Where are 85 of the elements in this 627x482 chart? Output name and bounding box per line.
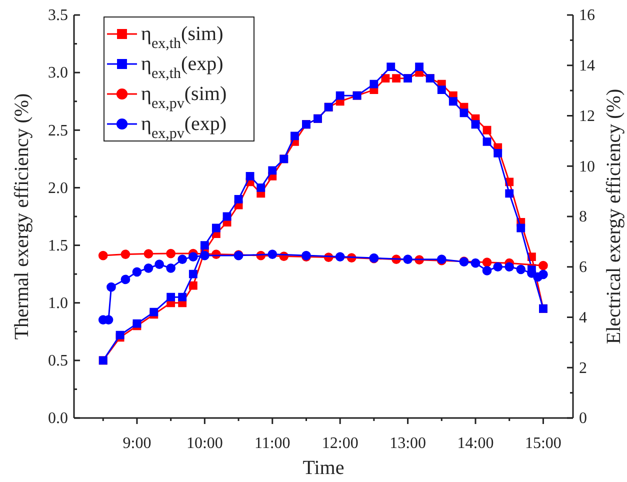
point [188,252,198,262]
y2-axis-title: Electrical exergy efficiency (%) [603,88,625,344]
point [482,258,492,268]
point [336,91,344,100]
point [386,62,396,72]
point [335,252,345,262]
legend-label: η$_{ex,th}$(exp) [141,53,224,82]
point [212,224,220,232]
point [482,266,492,276]
y2-tick-label: 6 [579,258,587,276]
y-axis-title: Thermal exergy efficiency (%) [11,93,33,340]
point [471,120,480,129]
legend-label: η$_{ex,pv}$(sim) [141,83,227,112]
point [120,274,130,284]
point [166,292,176,302]
point [222,212,232,221]
point [470,258,480,268]
legend-label: η$_{ex,pv}$(exp) [141,113,227,142]
point [200,241,209,250]
y-tick-label: 3.0 [48,64,68,82]
x-tick-label: 13:00 [390,434,426,452]
point [516,224,526,232]
y2-tick-label: 10 [579,158,595,176]
point [493,262,503,272]
y-tick-label: 0.5 [48,352,68,370]
x-tick-label: 10:00 [186,434,223,452]
y2-tick-label: 0 [579,410,587,428]
point [166,263,176,273]
y-tick-label: 2.5 [48,122,68,140]
point [482,137,492,146]
point [144,249,154,258]
point [494,148,502,158]
point [200,250,210,260]
point [132,319,142,328]
y-tick-label: 3.5 [48,7,68,24]
point [460,108,468,118]
point [256,184,266,192]
y2-tick-label: 12 [579,108,595,125]
point [290,132,299,140]
x-tick-label: 11:00 [254,434,290,452]
point [381,74,390,83]
point [538,260,548,270]
x-tick-label: 12:00 [322,434,358,452]
x-tick-label: 14:00 [457,434,494,452]
point [268,250,278,259]
point [370,80,378,88]
point [516,264,526,274]
point [154,260,164,270]
point [116,330,124,340]
y2-tick-label: 8 [579,208,587,226]
point [188,281,198,290]
point [448,97,458,106]
y-tick-label: 1.0 [48,294,68,312]
point [166,248,176,258]
y2-tick-label: 2 [579,360,587,377]
y-tick-label: 2.0 [48,180,68,197]
y-tick-label: 0.0 [48,410,68,428]
point [403,254,412,264]
y2-tick-label: 16 [579,7,595,24]
y2-tick-label: 14 [579,57,595,74]
x-tick-label: 9:00 [122,434,152,452]
point [106,282,116,292]
point [120,250,130,259]
point [437,86,446,94]
point [150,308,158,316]
point [234,195,243,204]
point [178,292,187,302]
y-tick-label: 1.5 [48,237,68,254]
point [504,262,514,272]
point [178,254,188,264]
legend-label: η$_{ex,th}$(sim) [141,23,224,52]
x-tick-label: 15:00 [524,434,562,452]
y2-tick-label: 4 [579,309,587,326]
point [98,250,108,260]
point [268,166,277,175]
point [188,270,198,278]
point [415,62,424,72]
x-axis-title: Time [302,457,344,479]
point [482,126,492,134]
point [246,172,254,180]
point [538,270,548,280]
point [505,189,514,198]
point [144,263,154,273]
point [392,74,400,83]
point [132,267,142,277]
